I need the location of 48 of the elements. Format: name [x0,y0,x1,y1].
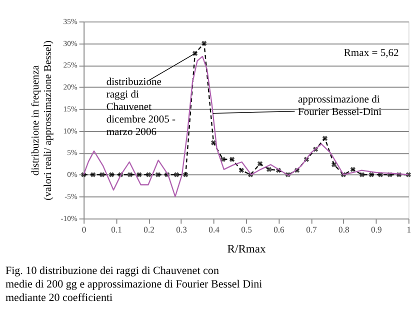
y-tick-label: 20% [63,82,78,92]
point [229,156,235,162]
point [136,172,142,178]
y-tick-label: -10% [60,214,78,223]
point [155,172,161,178]
y-tick-label: -5% [64,192,78,201]
point [322,136,328,141]
y-tick-label: 0% [67,170,78,180]
y-tick-label: 35% [63,16,78,26]
point [359,172,365,178]
point [202,40,207,46]
x-tick-label: 0.4 [208,224,220,234]
annotation: approssimazione di Fourier Bessel-Dini [298,94,382,118]
x-tick-label: 0.3 [176,224,187,234]
point [210,140,216,146]
point [331,162,337,168]
x-axis-title: R/Rmax [227,244,266,256]
point [238,168,244,173]
x-tick-label: 0.1 [111,224,122,234]
caption: Fig. 10 distribuzione dei raggi di Chauvenet con medie di 200 gg e approssimazione di Fourier Bessel Dini mediante 20 coefficienti [5,265,262,304]
point [182,172,188,178]
x-tick-label: 1 [406,224,412,234]
x-tick-label: 0.6 [274,224,286,234]
point [350,166,356,172]
point [174,172,180,178]
point [368,172,374,178]
point [257,161,263,166]
x-tick-label: 0.2 [144,224,154,234]
point [146,172,152,178]
point [108,172,114,178]
x-tick-label: 0.9 [371,224,382,234]
y-tick-label: 5% [67,148,78,158]
point [100,172,105,178]
x-tick-label: 0.7 [306,224,318,234]
y-tick-label: 10% [63,126,78,136]
x-tick-label: 0 [82,224,86,234]
point [266,166,272,172]
x-tick-label: 0.5 [241,224,252,234]
x-tick-label: 0.8 [338,224,350,234]
point [90,172,96,178]
point [220,156,226,162]
annotation: distribuzione raggi di Chauvenet dicembre 2005 - marzo 2006 [106,76,176,138]
annotation: Rmax = 5,62 [344,48,399,60]
y-axis-title: distribuzione in frequenza (valori reali/ approssimazione Bessel) [30,40,54,200]
y-tick-label: 30% [63,38,78,48]
y-tick-label: 15% [63,104,78,114]
y-tick-label: 25% [63,60,78,70]
point [127,172,133,178]
